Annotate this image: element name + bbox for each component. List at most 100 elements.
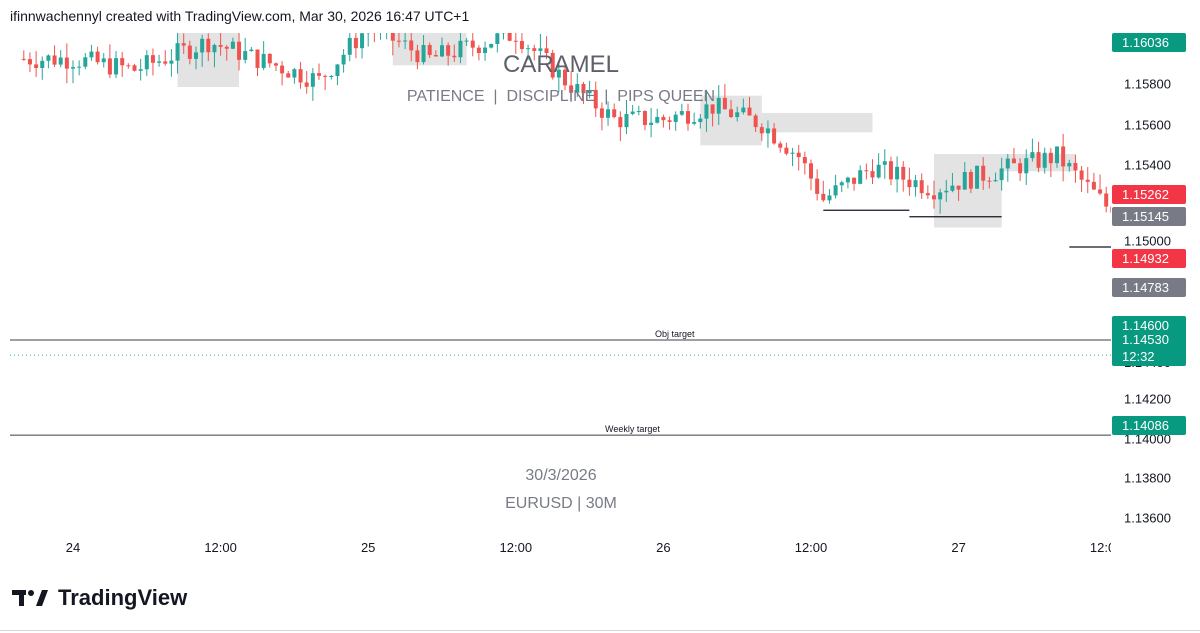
- candle-body[interactable]: [27, 59, 32, 65]
- candle-body[interactable]: [409, 40, 414, 51]
- candle-body[interactable]: [1110, 206, 1111, 213]
- candle-body[interactable]: [243, 51, 248, 60]
- candle-body[interactable]: [507, 33, 512, 41]
- candle-body[interactable]: [876, 164, 881, 178]
- candle-body[interactable]: [704, 104, 709, 119]
- candle-body[interactable]: [716, 97, 721, 114]
- candle-body[interactable]: [132, 65, 137, 71]
- candle-body[interactable]: [901, 166, 906, 180]
- candle-body[interactable]: [642, 111, 647, 125]
- candle-body[interactable]: [1085, 179, 1090, 182]
- candle-body[interactable]: [329, 76, 334, 78]
- candle-body[interactable]: [452, 55, 457, 58]
- candle-body[interactable]: [323, 75, 328, 77]
- candle-body[interactable]: [224, 46, 229, 49]
- candle-body[interactable]: [864, 170, 869, 172]
- candle-body[interactable]: [839, 182, 844, 186]
- candle-body[interactable]: [280, 65, 285, 74]
- candlestick-chart[interactable]: Obj target Weekly target: [10, 33, 1111, 559]
- candle-body[interactable]: [71, 67, 75, 69]
- candle-body[interactable]: [784, 147, 789, 154]
- candle-body[interactable]: [489, 44, 494, 48]
- candle-body[interactable]: [667, 120, 672, 122]
- candle-body[interactable]: [21, 58, 26, 60]
- candle-body[interactable]: [556, 69, 561, 78]
- price-tag[interactable]: [1112, 185, 1186, 204]
- candle-body[interactable]: [396, 40, 401, 42]
- candle-body[interactable]: [58, 57, 63, 65]
- candle-body[interactable]: [747, 107, 752, 116]
- candle-body[interactable]: [107, 58, 112, 75]
- candle-body[interactable]: [882, 161, 887, 165]
- candle-body[interactable]: [255, 49, 260, 68]
- candle-body[interactable]: [544, 48, 549, 54]
- candle-body[interactable]: [753, 115, 758, 128]
- candle-body[interactable]: [550, 53, 555, 78]
- candle-body[interactable]: [692, 122, 697, 124]
- candle-body[interactable]: [1079, 170, 1084, 180]
- candle-body[interactable]: [310, 73, 315, 87]
- candle-body[interactable]: [353, 37, 358, 49]
- price-tag[interactable]: [1112, 330, 1186, 366]
- candle-body[interactable]: [858, 170, 863, 184]
- candle-body[interactable]: [347, 37, 352, 55]
- candle-body[interactable]: [519, 40, 524, 50]
- candle-body[interactable]: [913, 180, 918, 188]
- candle-body[interactable]: [956, 185, 961, 190]
- candle-body[interactable]: [710, 104, 715, 114]
- price-tag[interactable]: [1112, 249, 1186, 268]
- candle-body[interactable]: [827, 195, 832, 201]
- candle-body[interactable]: [587, 89, 592, 94]
- candle-body[interactable]: [513, 40, 518, 42]
- candle-body[interactable]: [950, 185, 955, 191]
- candle-body[interactable]: [981, 165, 986, 181]
- candle-body[interactable]: [46, 55, 51, 61]
- candle-body[interactable]: [815, 178, 820, 194]
- candle-body[interactable]: [809, 163, 813, 179]
- candle-body[interactable]: [230, 41, 235, 49]
- candle-body[interactable]: [833, 185, 838, 196]
- candle-body[interactable]: [206, 38, 211, 53]
- candle-body[interactable]: [249, 49, 254, 52]
- candle-body[interactable]: [495, 33, 500, 45]
- price-scale[interactable]: 1.15800 1.15600 1.15400 1.15000 1.14200 1.140…: [1111, 33, 1200, 559]
- candle-body[interactable]: [163, 61, 168, 64]
- candle-body[interactable]: [120, 58, 125, 66]
- candle-body[interactable]: [649, 122, 654, 125]
- candle-body[interactable]: [483, 47, 488, 54]
- candle-body[interactable]: [581, 83, 586, 94]
- candle-body[interactable]: [144, 55, 149, 70]
- candle-body[interactable]: [83, 57, 88, 67]
- candle-body[interactable]: [175, 43, 180, 61]
- candle-body[interactable]: [390, 33, 395, 41]
- candle-body[interactable]: [1030, 152, 1035, 159]
- candle-body[interactable]: [476, 47, 481, 54]
- candle-body[interactable]: [1018, 163, 1023, 174]
- candle-body[interactable]: [919, 180, 924, 194]
- candle-body[interactable]: [845, 177, 850, 183]
- candle-body[interactable]: [630, 111, 635, 114]
- candle-body[interactable]: [273, 63, 278, 66]
- candle-body[interactable]: [360, 33, 365, 49]
- candle-body[interactable]: [1091, 181, 1096, 190]
- candle-body[interactable]: [40, 60, 45, 68]
- candle-body[interactable]: [532, 48, 537, 51]
- chart-pane[interactable]: Obj target Weekly target CARAMEL PATIENCE…: [10, 33, 1111, 559]
- candle-body[interactable]: [458, 40, 463, 58]
- candle-body[interactable]: [673, 114, 678, 122]
- price-tag[interactable]: [1112, 278, 1186, 297]
- candle-body[interactable]: [126, 65, 131, 67]
- candle-body[interactable]: [317, 73, 321, 76]
- candle-body[interactable]: [237, 41, 242, 60]
- candle-body[interactable]: [440, 45, 444, 57]
- candle-body[interactable]: [187, 45, 192, 59]
- candle-body[interactable]: [1104, 193, 1109, 207]
- candle-body[interactable]: [1055, 146, 1059, 164]
- candle-body[interactable]: [759, 127, 764, 134]
- candle-body[interactable]: [679, 111, 684, 115]
- candle-body[interactable]: [993, 180, 998, 182]
- candle-body[interactable]: [89, 51, 94, 58]
- candle-body[interactable]: [907, 179, 912, 188]
- candle-body[interactable]: [538, 48, 543, 51]
- candle-body[interactable]: [150, 55, 155, 63]
